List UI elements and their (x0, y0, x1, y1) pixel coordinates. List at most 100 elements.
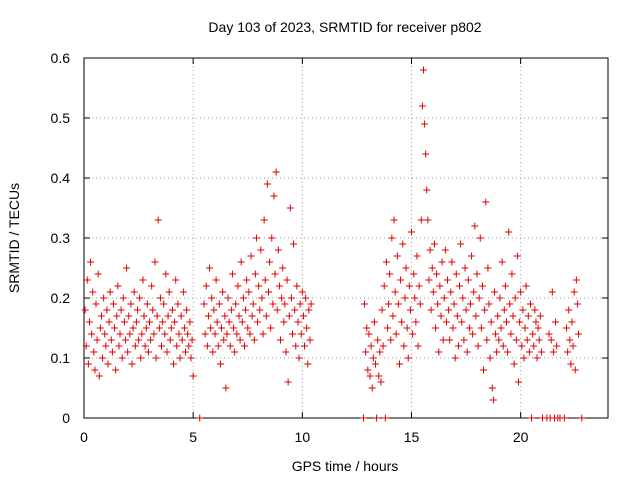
data-point (233, 330, 241, 338)
data-point (183, 306, 191, 314)
data-point (531, 306, 539, 314)
data-point (196, 414, 204, 422)
data-point (412, 318, 420, 326)
data-point (185, 342, 193, 350)
data-point (107, 336, 115, 344)
data-point (534, 324, 542, 332)
data-point (492, 330, 500, 338)
data-point (93, 336, 101, 344)
data-point (258, 294, 266, 302)
y-tick-label: 0.2 (51, 290, 71, 306)
y-tick-label: 0.3 (51, 230, 71, 246)
data-point (123, 264, 131, 272)
data-point (117, 306, 125, 314)
data-point (454, 342, 462, 350)
data-point (518, 342, 526, 350)
data-point (290, 240, 298, 248)
data-point (177, 312, 185, 320)
data-point (463, 348, 471, 356)
data-point (227, 306, 235, 314)
data-point (186, 318, 194, 326)
data-point (453, 312, 461, 320)
data-point (415, 282, 423, 290)
data-point (209, 348, 217, 356)
data-point (461, 264, 469, 272)
data-point (521, 324, 529, 332)
data-point (537, 348, 545, 356)
data-point (449, 324, 457, 332)
data-point (417, 216, 425, 224)
data-point (375, 372, 383, 380)
data-point (225, 318, 233, 326)
data-point (168, 306, 176, 314)
data-point (135, 336, 143, 344)
data-point (420, 66, 428, 74)
data-point (441, 246, 449, 254)
data-point (201, 330, 209, 338)
y-tick-label: 0 (62, 410, 70, 426)
data-point (466, 300, 474, 308)
data-point (127, 300, 135, 308)
data-point (361, 300, 369, 308)
data-point (210, 306, 218, 314)
data-point (400, 342, 408, 350)
data-point (389, 312, 397, 320)
data-point (248, 312, 256, 320)
data-point (272, 168, 280, 176)
data-point (387, 336, 395, 344)
data-point (267, 324, 275, 332)
data-point (548, 288, 556, 296)
data-point (206, 264, 214, 272)
data-point (214, 342, 222, 350)
data-point (517, 288, 525, 296)
data-point (457, 240, 465, 248)
data-point (91, 366, 99, 374)
data-point (81, 306, 89, 314)
data-point (120, 318, 128, 326)
data-point (512, 336, 520, 344)
data-point (390, 216, 398, 224)
data-point (139, 276, 147, 284)
data-point (490, 288, 498, 296)
data-point (164, 312, 172, 320)
data-point (149, 306, 157, 314)
data-point (496, 294, 504, 302)
data-point (261, 276, 269, 284)
data-point (220, 336, 228, 344)
data-point (426, 246, 434, 254)
data-point (88, 330, 96, 338)
data-point (435, 348, 443, 356)
data-point (564, 348, 572, 356)
data-point (462, 306, 470, 314)
data-point (484, 264, 492, 272)
data-point (529, 330, 537, 338)
data-point (160, 300, 168, 308)
data-point (104, 360, 112, 368)
data-point (182, 348, 190, 356)
data-point (547, 336, 555, 344)
data-point (172, 276, 180, 284)
data-point (174, 300, 182, 308)
data-point (170, 360, 178, 368)
data-point (89, 288, 97, 296)
data-point (243, 276, 251, 284)
data-point (440, 294, 448, 302)
data-point (295, 354, 303, 362)
data-point (429, 288, 437, 296)
data-point (376, 348, 384, 356)
data-point (403, 324, 411, 332)
data-point (498, 258, 506, 266)
data-point (524, 312, 532, 320)
data-point (155, 324, 163, 332)
data-point (100, 294, 108, 302)
data-point (406, 306, 414, 314)
data-point (293, 282, 301, 290)
data-point (571, 366, 579, 374)
data-point (151, 258, 159, 266)
data-point (212, 276, 220, 284)
data-point (99, 354, 107, 362)
data-point (84, 360, 92, 368)
data-point (437, 312, 445, 320)
data-point (147, 336, 155, 344)
data-point (502, 318, 510, 326)
